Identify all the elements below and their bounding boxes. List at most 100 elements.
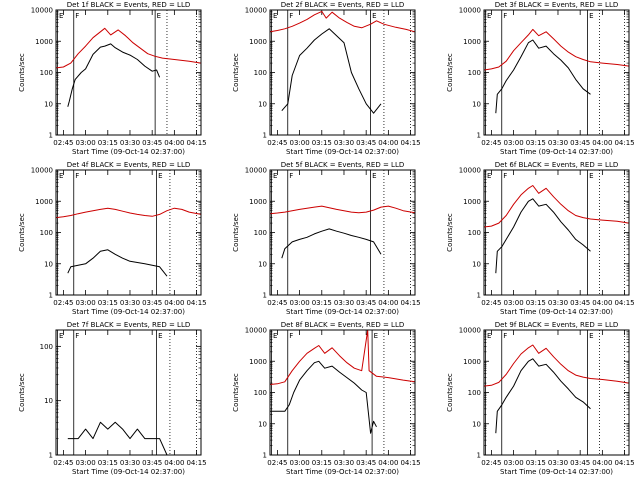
x-tick-label: 03:15 (526, 299, 546, 307)
x-tick-label: 03:30 (548, 459, 568, 467)
y-tick-label: 100 (468, 229, 481, 237)
x-tick-label: 02:45 (267, 459, 287, 467)
x-axis-label: Start Time (09-Oct-14 02:37:00) (286, 468, 399, 476)
y-tick-label: 1000 (463, 38, 481, 46)
x-tick-label: 02:45 (53, 299, 73, 307)
y-tick-label: 100 (254, 69, 267, 77)
x-tick-label: 03:30 (120, 299, 140, 307)
y-tick-label: 10 (472, 100, 481, 108)
panel-title: Det 5f BLACK = Events, RED = LLD (281, 161, 404, 169)
panel-title: Det 4f BLACK = Events, RED = LLD (67, 161, 190, 169)
x-tick-label: 03:30 (334, 299, 354, 307)
panel-6: Det 6f BLACK = Events, RED = LLD Counts/s… (446, 161, 635, 316)
panel-5: Det 5f BLACK = Events, RED = LLD Counts/s… (232, 161, 421, 316)
events-series-line (495, 198, 591, 274)
lld-series-line (269, 329, 416, 385)
y-tick-label: 1 (49, 292, 53, 300)
x-tick-label: 03:45 (570, 299, 590, 307)
marker-label: F (289, 12, 293, 20)
y-axis-label: Counts/sec (18, 373, 26, 412)
x-tick-label: 03:30 (548, 299, 568, 307)
plot-frame (55, 169, 202, 296)
plot-frame (269, 169, 416, 296)
x-tick-label: 03:30 (548, 139, 568, 147)
x-tick-label: 04:15 (614, 459, 634, 467)
marker-label: E (589, 12, 593, 20)
x-tick-label: 02:45 (267, 299, 287, 307)
x-tick-label: 04:15 (186, 139, 206, 147)
marker-label: E (158, 332, 162, 340)
x-tick-label: 04:00 (592, 299, 612, 307)
lld-series-line (483, 344, 630, 387)
y-tick-label: 10 (472, 260, 481, 268)
x-tick-label: 04:00 (592, 139, 612, 147)
x-tick-label: 03:00 (289, 299, 309, 307)
x-tick-label: 03:00 (75, 459, 95, 467)
y-tick-label: 1000 (35, 198, 53, 206)
panel-2: Det 2f BLACK = Events, RED = LLD Counts/s… (232, 1, 421, 156)
marker-label: E (487, 332, 491, 340)
x-tick-label: 04:00 (164, 139, 184, 147)
x-tick-label: 03:00 (289, 139, 309, 147)
marker-label: E (372, 172, 376, 180)
marker-label: E (374, 332, 378, 340)
y-axis-label: Counts/sec (232, 213, 240, 252)
marker-label: E (273, 12, 277, 20)
y-axis-label: Counts/sec (446, 53, 454, 92)
y-tick-label: 10 (258, 100, 267, 108)
x-tick-label: 02:45 (481, 139, 501, 147)
x-tick-label: 02:45 (267, 139, 287, 147)
marker-label: E (372, 12, 376, 20)
plot-frame (483, 9, 630, 136)
x-tick-label: 03:15 (312, 139, 332, 147)
x-tick-label: 03:30 (334, 459, 354, 467)
x-tick-label: 03:45 (570, 459, 590, 467)
marker-label: E (59, 172, 63, 180)
x-tick-label: 04:15 (614, 139, 634, 147)
plot-frame (483, 329, 630, 456)
x-tick-label: 03:00 (75, 139, 95, 147)
y-tick-label: 10 (258, 260, 267, 268)
x-tick-label: 03:15 (98, 459, 118, 467)
y-tick-label: 100 (254, 389, 267, 397)
panel-title: Det 1f BLACK = Events, RED = LLD (67, 1, 190, 9)
y-tick-label: 1000 (249, 38, 267, 46)
y-tick-label: 1000 (35, 38, 53, 46)
panel-title: Det 9f BLACK = Events, RED = LLD (495, 321, 618, 329)
x-axis-label: Start Time (09-Oct-14 02:37:00) (72, 148, 185, 156)
panel-8: Det 8f BLACK = Events, RED = LLD Counts/s… (232, 321, 421, 476)
x-tick-label: 03:45 (142, 299, 162, 307)
x-tick-label: 04:15 (186, 459, 206, 467)
plot-frame (55, 329, 202, 456)
marker-label: E (157, 12, 161, 20)
x-tick-label: 04:15 (614, 299, 634, 307)
y-tick-label: 1 (263, 132, 267, 140)
x-tick-label: 02:45 (481, 459, 501, 467)
events-series-line (67, 249, 168, 277)
events-series-line (67, 421, 168, 456)
x-tick-label: 03:00 (503, 299, 523, 307)
y-tick-label: 10000 (459, 327, 481, 335)
marker-label: E (59, 12, 63, 20)
panel-title: Det 7f BLACK = Events, RED = LLD (67, 321, 190, 329)
x-tick-label: 02:45 (53, 459, 73, 467)
marker-label: F (503, 12, 507, 20)
marker-label: F (75, 12, 79, 20)
x-axis-label: Start Time (09-Oct-14 02:37:00) (286, 148, 399, 156)
y-tick-label: 10000 (31, 167, 53, 175)
x-tick-label: 03:45 (356, 459, 376, 467)
events-series-line (270, 360, 377, 434)
x-tick-label: 03:00 (75, 299, 95, 307)
x-tick-label: 04:15 (400, 459, 420, 467)
y-tick-label: 1 (477, 452, 481, 460)
panel-title: Det 6f BLACK = Events, RED = LLD (495, 161, 618, 169)
plot-frame (55, 9, 202, 136)
x-axis-label: Start Time (09-Oct-14 02:37:00) (500, 468, 613, 476)
y-tick-label: 10000 (245, 7, 267, 15)
x-tick-label: 03:15 (312, 299, 332, 307)
x-tick-label: 03:00 (289, 459, 309, 467)
y-tick-label: 10000 (459, 167, 481, 175)
plot-frame (269, 329, 416, 456)
y-tick-label: 10 (44, 397, 53, 405)
y-tick-label: 10 (258, 420, 267, 428)
